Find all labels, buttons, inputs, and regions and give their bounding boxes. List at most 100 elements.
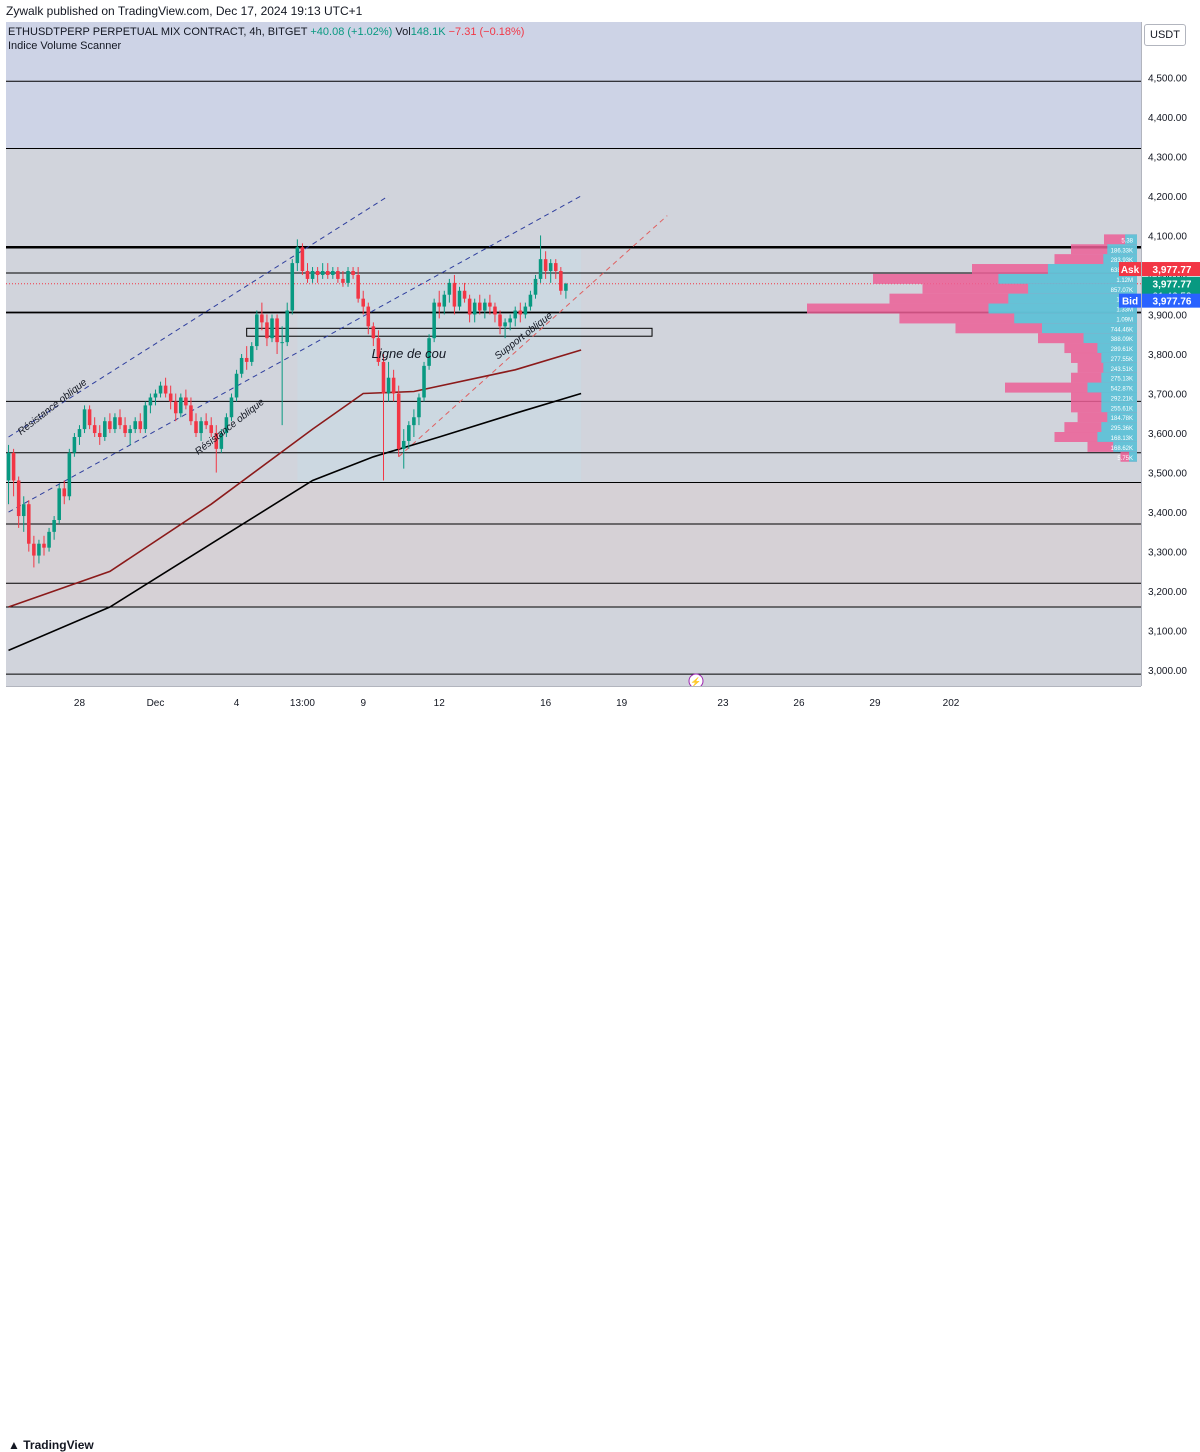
candle-body — [503, 322, 507, 327]
price-change: +40.08 (+1.02%) — [310, 26, 393, 38]
candle — [498, 310, 502, 335]
volume-profile-label: 542.87K — [1111, 387, 1133, 393]
candle — [118, 409, 122, 430]
price-axis[interactable]: 3,000.00 3,100.00 3,200.00 3,300.00 3,400.00… — [1141, 22, 1200, 686]
volume-profile-label: 255.61K — [1111, 406, 1133, 412]
candle — [325, 263, 330, 279]
price-tick-label: 4,300.00 — [1148, 152, 1187, 163]
candle-body — [168, 393, 173, 402]
volume-value: 148.1K — [410, 26, 446, 38]
candle — [351, 267, 355, 279]
candle-body — [97, 433, 102, 437]
volume-profile-row: 1.12M — [873, 273, 1137, 284]
chart-area[interactable]: 5.38186.33K283.93K638.14K1.12M857.07K1.0… — [6, 22, 1141, 686]
pattern-zone — [297, 245, 582, 483]
candle — [493, 302, 497, 323]
candle-body — [209, 425, 213, 434]
candle-body — [401, 440, 406, 449]
candle — [194, 413, 198, 437]
candle-body — [138, 421, 143, 430]
publisher-line: Zywalk published on TradingView.com, Dec… — [6, 4, 363, 18]
price-badge-tag-label: Ask — [1121, 265, 1140, 276]
candle — [128, 425, 132, 445]
price-badge-value: 3,977.77 — [1153, 265, 1192, 276]
candle-body — [523, 306, 528, 315]
volume-profile-label: 1.09M — [1116, 317, 1133, 323]
footer-bar: ▲ TradingView — [0, 716, 1200, 1452]
candle-body — [204, 421, 208, 426]
volume-profile-buy — [1103, 362, 1137, 373]
candle-body — [336, 271, 340, 279]
candle-body — [432, 302, 436, 339]
flash-icon-glyph: ⚡ — [690, 676, 701, 686]
volume-profile-label: 283.93K — [1111, 258, 1133, 264]
candle-body — [498, 314, 502, 327]
candle-body — [67, 452, 72, 497]
volume-profile-row: 542.87K — [1005, 382, 1137, 393]
volume-profile-row: 255.61K — [1071, 402, 1137, 413]
volume-profile-buy — [1129, 451, 1137, 462]
candle — [396, 385, 401, 457]
price-badge-bg — [1142, 293, 1200, 308]
candle — [290, 259, 295, 315]
candle — [11, 448, 16, 497]
ema-black-line — [8, 392, 582, 652]
candle-body — [290, 263, 295, 311]
candle — [234, 369, 239, 402]
indicator-legend[interactable]: Indice Volume Scanner — [8, 40, 122, 52]
tradingview-logo[interactable]: ▲ TradingView — [8, 1438, 94, 1452]
volume-profile-label: 1.12M — [1116, 278, 1133, 284]
price-axis-labels: 3,000.00 3,100.00 3,200.00 3,300.00 3,400.00… — [1142, 73, 1200, 677]
candle — [244, 346, 249, 370]
currency-button[interactable]: USDT — [1144, 24, 1186, 46]
candle — [477, 294, 482, 315]
volume-profile-row: 184.78K — [1077, 412, 1137, 423]
price-tick-label: 3,900.00 — [1148, 310, 1187, 321]
price-tick-label: 3,300.00 — [1148, 548, 1187, 559]
volume-profile-row: 283.93K — [1054, 254, 1137, 265]
volume-profile-sell — [1104, 234, 1137, 245]
candle-body — [57, 488, 61, 520]
candle — [72, 433, 77, 457]
candle — [67, 448, 72, 501]
price-chart[interactable]: 5.38186.33K283.93K638.14K1.12M857.07K1.0… — [6, 22, 1141, 686]
volume-profile-row: 295.36K — [1064, 422, 1137, 433]
volume-profile-label: 5.38 — [1121, 238, 1133, 244]
candle-body — [437, 302, 441, 307]
candle-body — [488, 302, 492, 307]
price-tick-label: 3,800.00 — [1148, 350, 1187, 361]
candle — [437, 290, 441, 319]
flash-icon-circle — [688, 673, 704, 686]
candle — [113, 413, 117, 434]
candle-body — [219, 433, 224, 449]
candle-body — [320, 271, 325, 275]
candle-body — [366, 306, 371, 327]
candle — [553, 259, 558, 279]
candle-body — [325, 271, 330, 275]
candle — [528, 290, 533, 311]
candle-body — [538, 259, 543, 279]
tradingview-brand: TradingView — [23, 1438, 94, 1452]
time-axis[interactable]: 28 Dec 4 13:00 9 12 16 19 23 26 29 202 — [6, 686, 1141, 717]
candle — [538, 235, 543, 283]
volume-profile-label: 168.13K — [1111, 436, 1133, 442]
volume-profile-label: 295.36K — [1111, 426, 1133, 432]
volume-profile-buy — [1097, 432, 1137, 442]
volume-profile-row: 243.51K — [1077, 362, 1137, 373]
volume-label: Vol — [395, 26, 411, 38]
volume-profile-row: 168.62K — [1087, 441, 1137, 452]
candle — [209, 417, 213, 437]
volume-profile-buy — [1101, 392, 1137, 403]
volume-profile-label: 289.61K — [1111, 347, 1133, 353]
symbol-name[interactable]: ETHUSDTPERP PERPETUAL MIX CONTRACT, 4h, … — [8, 26, 308, 38]
volume-profile-label: 5.75K — [1117, 456, 1133, 462]
volume-profile-buy — [1028, 283, 1137, 294]
candle-body — [305, 271, 310, 279]
candle-body — [371, 326, 376, 339]
candle-body — [153, 393, 158, 398]
candle — [442, 290, 447, 315]
price-badge-value: 3,977.77 — [1153, 280, 1192, 291]
candle — [214, 425, 219, 473]
candle-body — [483, 302, 487, 311]
candle — [179, 393, 183, 418]
